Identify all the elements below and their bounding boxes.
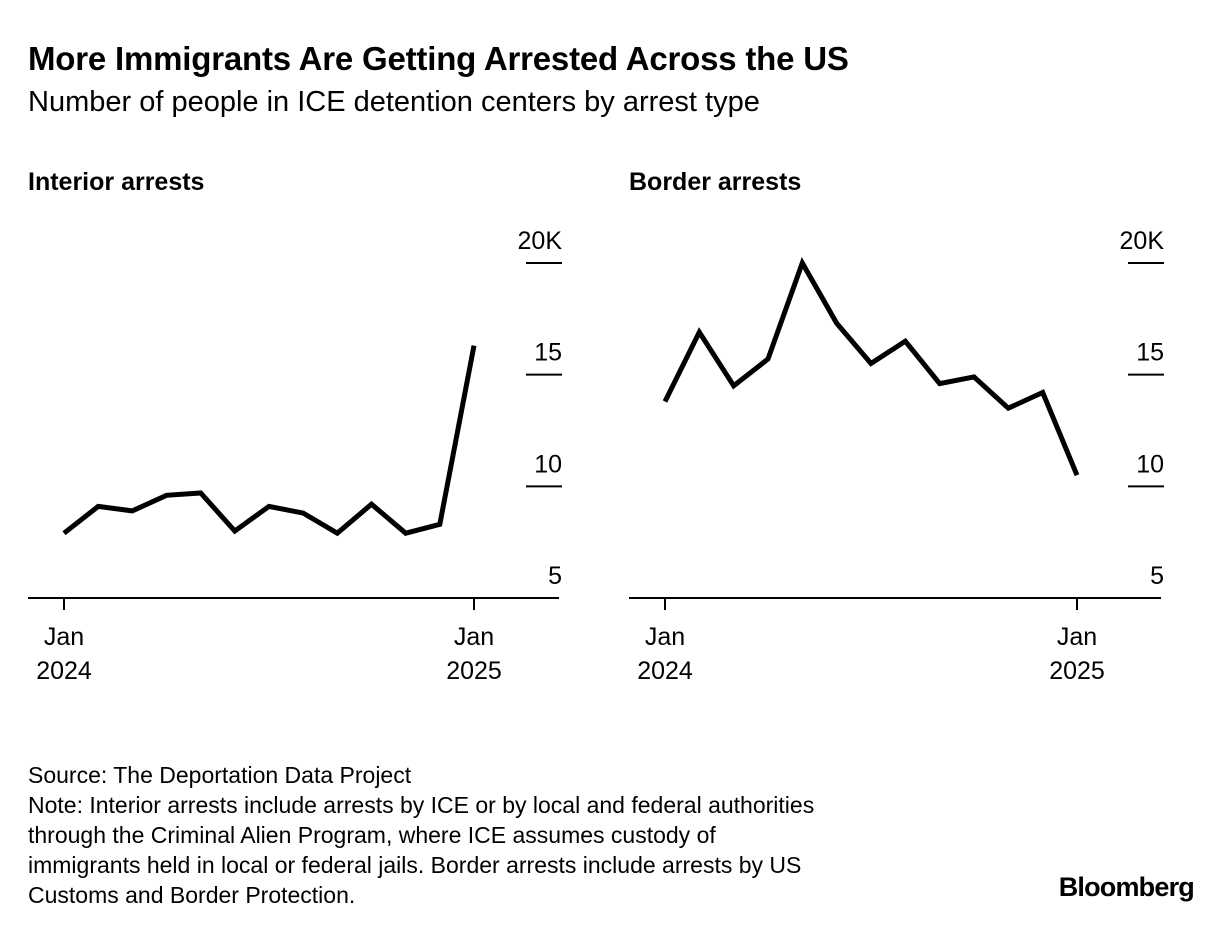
x-tick-label: Jan: [454, 623, 494, 651]
chart-notes: Source: The Deportation Data Project Not…: [28, 760, 988, 910]
y-tick-label: 15: [1136, 339, 1164, 367]
x-tick-label: Jan: [44, 623, 84, 651]
panel-title-border: Border arrests: [629, 168, 802, 196]
y-tick-label: 20K: [518, 227, 563, 255]
bloomberg-logo: Bloomberg: [1058, 872, 1195, 902]
source-note: Source: The Deportation Data Project: [28, 762, 412, 788]
series-line: [662, 257, 1080, 477]
x-tick-label: Jan: [1057, 623, 1097, 651]
y-tick-label: 15: [534, 339, 562, 367]
y-tick-label: 20K: [1120, 227, 1165, 255]
interior-arrests-chart: 5 10 15 20K Jan 2024 Jan 2025: [28, 227, 563, 685]
y-tick-label: 10: [1136, 450, 1164, 478]
x-tick-label: 2024: [36, 657, 92, 685]
note-line: Customs and Border Protection.: [28, 882, 356, 908]
panel-title-interior: Interior arrests: [28, 168, 205, 196]
x-tick-label: Jan: [645, 623, 685, 651]
series-line: [62, 345, 477, 537]
x-tick-label: 2025: [1049, 657, 1105, 685]
border-arrests-chart: 5 10 15 20K Jan 2024 Jan 2025: [629, 227, 1165, 685]
note-line: immigrants held in local or federal jail…: [28, 852, 802, 878]
x-tick-label: 2025: [446, 657, 502, 685]
note-line: Note: Interior arrests include arrests b…: [28, 792, 815, 818]
y-tick-label: 10: [534, 450, 562, 478]
y-tick-label: 5: [548, 562, 562, 590]
note-line: through the Criminal Alien Program, wher…: [28, 822, 716, 848]
x-tick-label: 2024: [637, 657, 693, 685]
y-tick-label: 5: [1150, 562, 1164, 590]
chart-title: More Immigrants Are Getting Arrested Acr…: [28, 40, 849, 77]
chart-subtitle: Number of people in ICE detention center…: [28, 86, 760, 118]
